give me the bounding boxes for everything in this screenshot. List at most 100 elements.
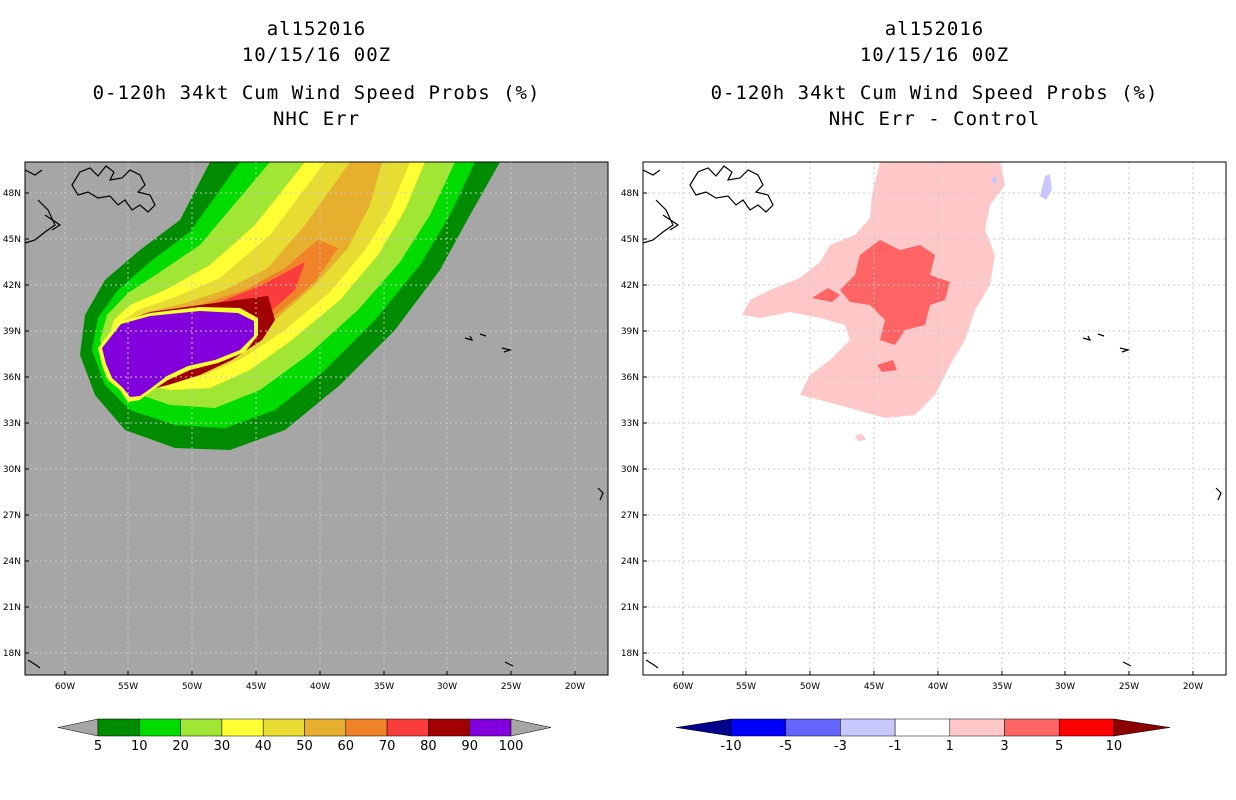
lat-label: 33N (3, 419, 21, 429)
colorbar-label: 5 (1055, 739, 1063, 754)
lat-label: 18N (621, 649, 639, 659)
lat-label: 48N (3, 189, 21, 199)
colorbar-label: -10 (720, 739, 741, 754)
lat-label: 45N (3, 235, 21, 245)
right-colorbar: -10 -5 -3 -1 1 3 5 10 (675, 718, 1170, 754)
lon-label: 30W (437, 682, 457, 692)
colorbar-label: 20 (172, 739, 189, 754)
lat-label: 45N (621, 235, 639, 245)
lon-label: 30W (1055, 682, 1075, 692)
diff-1-to-3-isolated-patch (855, 434, 866, 441)
colorbar-label: 60 (338, 739, 355, 754)
lon-label: 35W (374, 682, 394, 692)
left-graticule (25, 162, 608, 675)
colorbar-label: 90 (461, 739, 478, 754)
colorbar-swatch (1058, 718, 1115, 737)
right-datetime: 10/15/16 00Z (859, 44, 1010, 66)
colorbar-label: 40 (255, 739, 272, 754)
lon-label: 55W (736, 682, 756, 692)
colorbar-left-arrow (57, 718, 99, 737)
lon-label: 35W (992, 682, 1012, 692)
lat-label: 39N (621, 327, 639, 337)
lon-label: 60W (55, 682, 75, 692)
right-map-panel (642, 161, 1227, 676)
colorbar-swatch (428, 718, 470, 737)
colorbar-swatch (304, 718, 347, 737)
colorbar-swatch (386, 718, 429, 737)
colorbar-high-arrow (1113, 718, 1170, 737)
colorbar-label: -5 (779, 739, 792, 754)
colorbar-swatch (894, 718, 951, 737)
colorbar-swatch (345, 718, 388, 737)
right-coastlines (643, 165, 1222, 669)
diff-minus1-to-minus3-small-patch (992, 176, 997, 184)
colorbar-swatch (262, 718, 305, 737)
diff-3-to-5-region (840, 240, 950, 345)
colorbar-label: 10 (131, 739, 148, 754)
left-datetime: 10/15/16 00Z (241, 44, 392, 66)
left-map-frame (24, 161, 609, 676)
lat-label: 21N (621, 603, 639, 613)
lat-label: 27N (3, 511, 21, 521)
lon-label: 40W (310, 682, 330, 692)
lat-label: 42N (3, 281, 21, 291)
right-title-block: al152016 10/15/16 00Z 0-120h 34kt Cum Wi… (643, 16, 1226, 132)
colorbar-label: -1 (889, 739, 902, 754)
right-map-frame (642, 161, 1227, 676)
lon-label: 55W (118, 682, 138, 692)
colorbar-label: 1 (946, 739, 954, 754)
left-product-title: 0-120h 34kt Cum Wind Speed Probs (%) (92, 82, 541, 104)
colorbar-label: 3 (1000, 739, 1008, 754)
colorbar-swatch (840, 718, 896, 737)
diff-3-to-5-west-patch (812, 288, 840, 302)
contour-100 (102, 311, 254, 397)
lon-label: 40W (928, 682, 948, 692)
colorbar-swatch (97, 718, 140, 737)
colorbar-label: 80 (420, 739, 437, 754)
colorbar-swatch (730, 718, 786, 737)
lon-label: 50W (800, 682, 820, 692)
lat-label: 24N (3, 557, 21, 567)
colorbar-label: 10 (1106, 739, 1123, 754)
colorbar-label: -3 (834, 739, 847, 754)
lat-label: 42N (621, 281, 639, 291)
colorbar-swatch (1004, 718, 1060, 737)
colorbar-swatch (139, 718, 181, 737)
lon-label: 20W (1183, 682, 1203, 692)
right-subtitle: NHC Err - Control (828, 108, 1041, 130)
left-storm-id: al152016 (266, 18, 367, 40)
right-difference-contours (742, 162, 1052, 441)
lon-label: 45W (864, 682, 884, 692)
right-product-title: 0-120h 34kt Cum Wind Speed Probs (%) (710, 82, 1159, 104)
colorbar-right-arrow (510, 718, 552, 737)
lat-label: 39N (3, 327, 21, 337)
lat-label: 30N (621, 465, 639, 475)
colorbar-swatch (221, 718, 264, 737)
lon-label: 20W (565, 682, 585, 692)
colorbar-label: 70 (379, 739, 396, 754)
left-colorbar: 5 10 20 30 40 50 60 70 80 90 100 (57, 718, 552, 754)
lon-label: 50W (182, 682, 202, 692)
lat-label: 24N (621, 557, 639, 567)
right-storm-id: al152016 (884, 18, 985, 40)
lat-label: 33N (621, 419, 639, 429)
lat-label: 27N (621, 511, 639, 521)
lat-label: 21N (3, 603, 21, 613)
left-coastlines (25, 165, 604, 669)
right-graticule (643, 162, 1226, 675)
colorbar-label: 50 (296, 739, 313, 754)
left-probability-contours (80, 162, 500, 450)
colorbar-label: 30 (214, 739, 231, 754)
left-map-panel (24, 161, 609, 676)
colorbar-label: 5 (94, 739, 102, 754)
lat-label: 18N (3, 649, 21, 659)
colorbar-swatch (785, 718, 841, 737)
lat-label: 36N (621, 373, 639, 383)
colorbar-label: 100 (499, 739, 524, 754)
diff-3-to-5-south-patch (877, 360, 897, 372)
lon-label: 45W (246, 682, 266, 692)
axis-labels: 48N 45N 42N 39N 36N 33N 30N 27N 24N 21N 18N 60W 55W 5… (3, 189, 1203, 692)
lat-label: 48N (621, 189, 639, 199)
colorbar-swatch (180, 718, 223, 737)
colorbar-low-arrow (675, 718, 732, 737)
